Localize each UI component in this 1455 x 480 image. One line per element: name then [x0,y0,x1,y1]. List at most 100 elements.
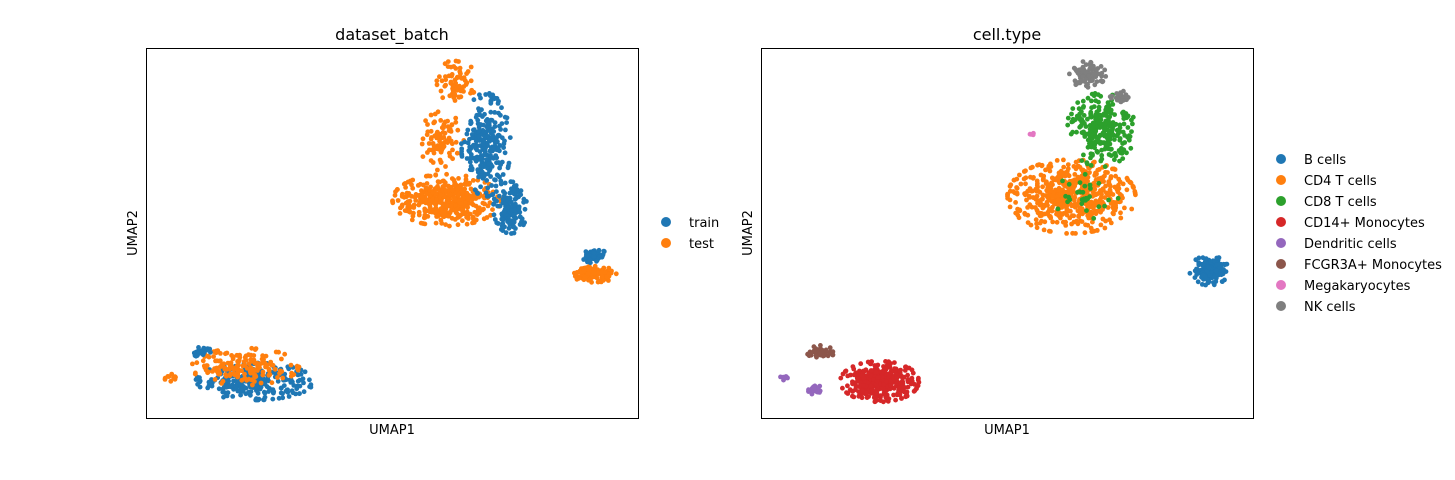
scatter-point [484,178,490,183]
scatter-point [1109,132,1115,138]
legend-label: FCGR3A+ Monocytes [1304,258,1442,273]
scatter-point [1091,192,1097,198]
scatter-point [883,394,889,400]
scatter-point [1028,174,1033,180]
scatter-point [434,78,440,84]
scatter-point [1014,191,1020,197]
scatter-point [1079,117,1085,122]
scatter-point [1111,211,1116,217]
scatter-point [1050,219,1056,225]
scatter-point [272,366,278,372]
scatter-point [1035,181,1040,186]
panel-dataset-batch: dataset_batch UMAP1 UMAP2 train test [126,25,719,438]
scatter-point [485,120,491,126]
scatter-point [1120,110,1125,116]
scatter-point [301,389,307,395]
scatter-point [1060,178,1065,184]
scatter-point [1028,222,1034,228]
scatter-point [1117,137,1123,143]
scatter-point [594,275,600,281]
scatter-point [1125,177,1131,183]
scatter-point [1094,79,1100,84]
scatter-point [1081,113,1087,118]
scatter-point [235,359,241,364]
scatter-point [480,200,486,206]
scatter-point [1072,195,1078,200]
scatter-point [258,380,264,386]
scatter-point [482,111,487,117]
scatter-point [1067,71,1072,77]
scatter-point [228,383,234,389]
scatter-point [453,119,459,125]
scatter-point [599,270,605,275]
scatter-point [491,212,497,218]
scatter-point [402,208,408,214]
scatter-point [447,223,452,229]
scatter-point [1091,93,1097,99]
scatter-point [1082,171,1088,177]
scatter-point [1069,221,1074,227]
scatter-point [1101,179,1106,184]
scatter-point [872,399,878,405]
scatter-point [426,141,432,146]
scatter-point [1120,156,1126,162]
scatter-point [1044,188,1050,194]
scatter-point [1054,177,1059,183]
scatter-point [193,377,199,382]
legend-marker [1276,301,1286,311]
scatter-point [509,190,515,196]
scatter-point [1092,173,1098,178]
scatter-point [422,206,428,212]
scatter-point [503,230,509,236]
scatter-point [1022,191,1027,197]
scatter-point [270,396,276,402]
scatter-point [473,138,479,144]
scatter-point [488,98,494,104]
scatter-point [252,379,257,384]
scatter-point [196,345,201,350]
scatter-point [206,379,212,385]
legend-label: CD14+ Monocytes [1304,216,1425,231]
scatter-point [423,191,429,197]
scatter-point [221,361,227,367]
scatter-point [1117,122,1123,128]
scatter-point [196,349,202,354]
scatter-point [1214,262,1220,267]
scatter-point [470,135,475,141]
scatter-point [455,222,461,228]
scatter-point [288,362,294,368]
scatter-point [1057,212,1063,218]
legend-label: CD8 T cells [1304,195,1377,210]
scatter-point [447,93,453,99]
scatter-point [295,383,300,389]
scatter-point [295,378,301,384]
scatter-point [868,368,874,373]
scatter-point [477,108,482,114]
scatter-point [443,187,448,193]
scatter-point [504,115,510,121]
scatter-point [1096,99,1101,105]
scatter-point [1220,279,1225,284]
legend-left: train test [661,216,719,252]
scatter-point [488,109,494,115]
scatter-point [1095,112,1101,118]
scatter-point [1091,140,1097,145]
scatter-point [859,373,865,378]
scatter-point [286,394,292,399]
scatter-point [307,384,312,390]
scatter-point [1087,132,1093,137]
scatter-point [488,174,493,179]
scatter-point [464,221,470,227]
scatter-point [477,92,482,98]
scatter-point [1099,147,1104,153]
scatter-point [878,393,883,399]
scatter-point [465,69,471,74]
scatter-point [1088,155,1093,161]
scatter-point [1096,200,1102,206]
scatter-point [454,84,460,90]
scatter-point [445,64,451,69]
scatter-point [1119,150,1125,156]
scatter-point [868,383,874,389]
scatter-point [456,94,462,100]
scatter-point [843,368,849,374]
